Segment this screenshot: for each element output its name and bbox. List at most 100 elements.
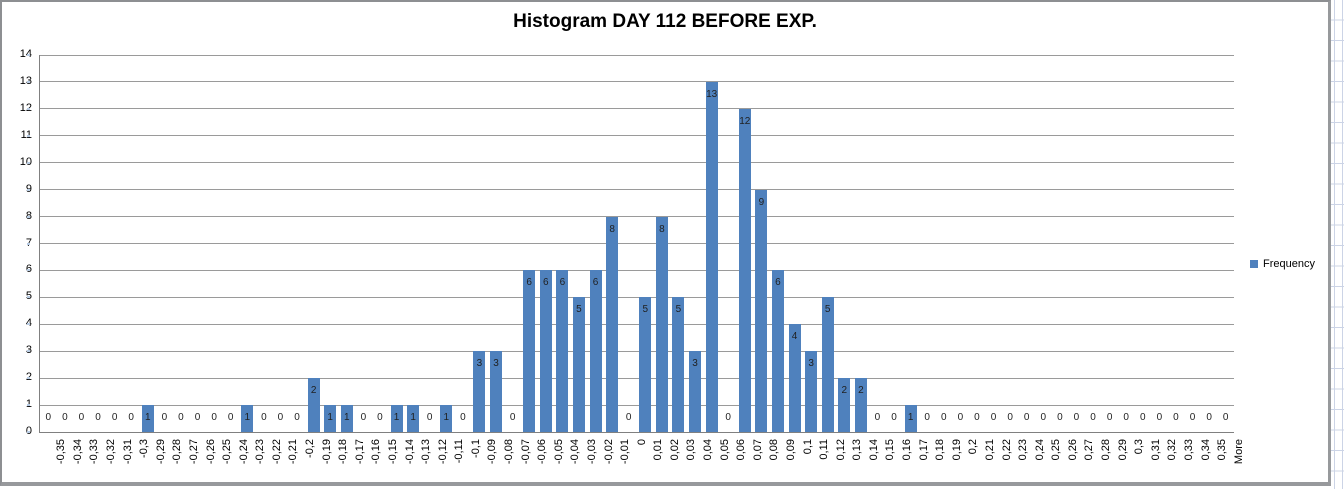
x-axis-label: 0,35 bbox=[1216, 439, 1229, 461]
x-axis-label: 0,15 bbox=[884, 439, 897, 461]
x-axis-label: 0,25 bbox=[1050, 439, 1063, 461]
bar[interactable] bbox=[340, 405, 353, 432]
y-axis-label: 13 bbox=[19, 74, 32, 87]
bar[interactable] bbox=[738, 108, 751, 432]
y-axis-label: 14 bbox=[19, 48, 32, 60]
bar[interactable] bbox=[821, 297, 834, 432]
x-axis-label: -0,08 bbox=[503, 439, 516, 465]
gridline bbox=[40, 296, 1234, 298]
y-axis-tick bbox=[27, 134, 30, 137]
gridline bbox=[40, 108, 1234, 110]
bar-value-label: 0 bbox=[377, 412, 383, 424]
bar[interactable] bbox=[788, 324, 801, 432]
bar[interactable] bbox=[539, 270, 552, 432]
bar-value-label: 13 bbox=[706, 88, 718, 100]
bar-value-label: 5 bbox=[642, 304, 649, 316]
bar-value-label: 0 bbox=[924, 412, 930, 424]
bar[interactable] bbox=[589, 270, 602, 432]
bar[interactable] bbox=[904, 405, 917, 432]
x-axis-label: -0,12 bbox=[436, 439, 449, 465]
y-axis-tick bbox=[27, 242, 30, 245]
bar-value-label: 0 bbox=[1189, 412, 1196, 424]
bar[interactable] bbox=[705, 81, 718, 432]
bar-value-label: 3 bbox=[493, 358, 499, 370]
bar[interactable] bbox=[556, 270, 569, 432]
x-axis-label: -0,26 bbox=[204, 439, 217, 465]
x-axis-label: -0,05 bbox=[552, 439, 565, 465]
bar-value-label: 0 bbox=[360, 412, 367, 424]
bar[interactable] bbox=[854, 378, 867, 432]
bar[interactable] bbox=[390, 405, 403, 432]
bar-value-label: 9 bbox=[758, 196, 765, 208]
x-axis-label: 0,08 bbox=[768, 439, 781, 461]
bar-value-label: 2 bbox=[841, 385, 848, 397]
gridline bbox=[40, 404, 1234, 406]
bar[interactable] bbox=[324, 405, 337, 432]
x-axis-label: 0,06 bbox=[735, 439, 748, 461]
bar-value-label: 8 bbox=[659, 223, 665, 235]
gridline bbox=[40, 135, 1234, 137]
x-axis-label: 0,27 bbox=[1083, 439, 1096, 461]
bar-value-label: 8 bbox=[609, 223, 615, 235]
bar[interactable] bbox=[241, 405, 254, 432]
x-axis-label: 0,23 bbox=[1017, 439, 1030, 461]
bar[interactable] bbox=[606, 216, 619, 432]
bar-value-label: 0 bbox=[62, 412, 68, 424]
y-axis-tick bbox=[27, 404, 30, 407]
bar[interactable] bbox=[689, 351, 702, 432]
bar-value-label: 0 bbox=[178, 412, 184, 424]
bar-value-label: 0 bbox=[1023, 412, 1030, 424]
x-axis-label: -0,02 bbox=[602, 439, 615, 465]
bar[interactable] bbox=[771, 270, 784, 432]
bar-value-label: 2 bbox=[310, 385, 317, 397]
bar-value-label: 0 bbox=[294, 412, 300, 424]
gridline bbox=[40, 54, 1234, 56]
bar-value-label: 0 bbox=[1222, 412, 1229, 424]
bar[interactable] bbox=[141, 405, 154, 432]
x-axis-label: -0,03 bbox=[585, 439, 598, 465]
bar[interactable] bbox=[755, 189, 768, 432]
bar-value-label: 0 bbox=[974, 412, 980, 424]
x-axis-label: -0,16 bbox=[370, 439, 383, 465]
bar-value-label: 0 bbox=[874, 412, 881, 424]
bar[interactable] bbox=[572, 297, 585, 432]
x-axis-label: -0,09 bbox=[486, 439, 499, 465]
bar-value-label: 0 bbox=[261, 412, 267, 424]
x-axis-label: 0,32 bbox=[1166, 439, 1179, 461]
bar-value-label: 3 bbox=[476, 358, 483, 370]
y-axis-tick bbox=[27, 80, 30, 83]
bar[interactable] bbox=[490, 351, 503, 432]
x-axis-label: 0,19 bbox=[950, 439, 963, 461]
bar-value-label: 1 bbox=[145, 412, 151, 424]
x-axis-label: -0,23 bbox=[254, 439, 267, 465]
bar-value-label: 0 bbox=[625, 412, 632, 424]
bar[interactable] bbox=[473, 351, 486, 432]
bar[interactable] bbox=[523, 270, 536, 432]
gridline bbox=[40, 162, 1234, 164]
bar[interactable] bbox=[440, 405, 453, 432]
x-axis-label: -0,27 bbox=[187, 439, 200, 465]
bar[interactable] bbox=[838, 378, 851, 432]
bar[interactable] bbox=[407, 405, 420, 432]
x-axis-label: 0,3 bbox=[1133, 439, 1146, 455]
bar-value-label: 0 bbox=[161, 412, 168, 424]
bar[interactable] bbox=[307, 378, 320, 432]
y-axis-tick bbox=[27, 296, 30, 299]
bar-value-label: 3 bbox=[692, 358, 698, 370]
bar[interactable] bbox=[672, 297, 685, 432]
bar-value-label: 0 bbox=[111, 412, 118, 424]
bar-value-label: 3 bbox=[808, 358, 814, 370]
x-axis-label: -0,14 bbox=[403, 439, 416, 465]
x-axis-label: -0,11 bbox=[453, 439, 466, 464]
bar-value-label: 0 bbox=[194, 412, 201, 424]
bar-value-label: 6 bbox=[526, 277, 532, 289]
bar[interactable] bbox=[655, 216, 668, 432]
bar[interactable] bbox=[805, 351, 818, 432]
y-axis-tick bbox=[27, 188, 30, 191]
bar-value-label: 0 bbox=[426, 412, 433, 424]
x-axis-label: -0,29 bbox=[154, 439, 167, 465]
legend[interactable]: Frequency bbox=[1250, 258, 1315, 270]
bar[interactable] bbox=[639, 297, 652, 432]
y-axis-tick bbox=[27, 54, 30, 56]
